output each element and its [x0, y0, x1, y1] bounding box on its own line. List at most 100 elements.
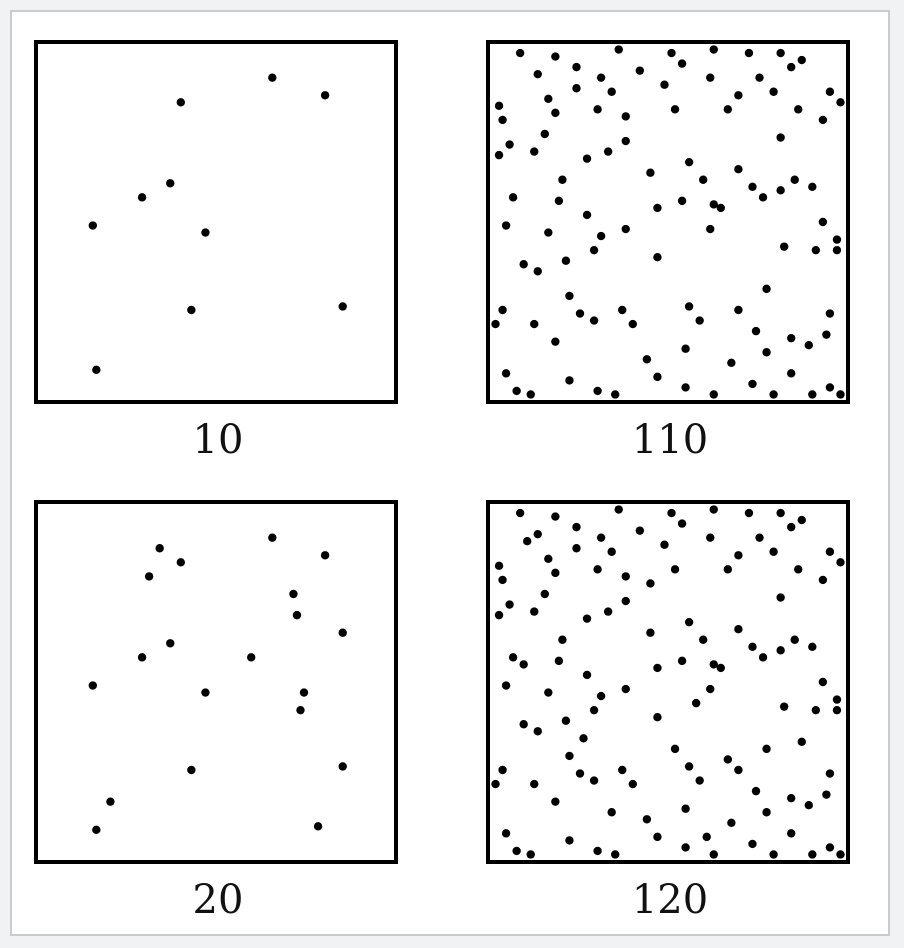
panel-label: 110 — [631, 417, 709, 463]
scatter-point — [501, 681, 511, 690]
scatter-point — [515, 48, 525, 58]
scatter-point — [614, 505, 623, 514]
scatter-point — [762, 284, 771, 294]
panel-label: 120 — [631, 877, 709, 923]
scatter-point — [684, 302, 694, 311]
scatter-point — [706, 224, 715, 234]
scatter-plot — [486, 40, 850, 404]
scatter-point — [825, 843, 835, 852]
scatter-point — [758, 193, 768, 202]
scatter-point — [818, 677, 828, 687]
figure-frame: 10 110 20 120 — [10, 10, 890, 936]
scatter-point — [582, 154, 592, 163]
scatter-point — [822, 330, 831, 339]
scatter-point — [699, 175, 708, 184]
scatter-point — [755, 73, 764, 82]
scatter-point — [558, 175, 567, 184]
scatter-point — [593, 846, 602, 856]
scatter-plot — [34, 500, 398, 864]
scatter-point — [530, 779, 539, 789]
scatter-point — [515, 508, 525, 518]
scatter-point — [818, 217, 828, 227]
plot-border — [34, 500, 398, 864]
scatter-point — [551, 52, 560, 61]
scatter-point — [561, 256, 571, 265]
scatter-point — [723, 755, 733, 764]
scatter-point — [505, 600, 514, 609]
scatter-point — [88, 681, 97, 690]
scatter-point — [589, 316, 599, 325]
scatter-point — [176, 98, 185, 107]
scatter-point — [247, 653, 256, 662]
scatter-point — [621, 136, 630, 146]
scatter-point — [653, 203, 662, 213]
scatter-point — [709, 200, 718, 209]
scatter-point — [491, 319, 500, 329]
scatter-point — [533, 267, 542, 276]
scatter-point — [551, 108, 560, 118]
scatter-point — [596, 691, 606, 701]
plot-border — [486, 40, 850, 404]
scatter-point — [677, 196, 687, 206]
scatter-point — [603, 607, 613, 616]
scatter-point — [296, 705, 305, 715]
scatter-point — [751, 786, 761, 796]
scatter-point — [734, 165, 743, 174]
scatter-point — [709, 660, 718, 669]
scatter-point — [660, 540, 669, 549]
plot-border — [486, 500, 850, 864]
scatter-point — [526, 850, 535, 859]
scatter-point — [561, 716, 571, 725]
scatter-point — [603, 147, 613, 156]
scatter-point — [787, 829, 796, 838]
scatter-point — [776, 186, 785, 195]
scatter-point — [491, 779, 500, 789]
scatter-point — [804, 341, 813, 350]
scatter-point — [787, 333, 796, 343]
scatter-point — [776, 133, 785, 142]
scatter-point — [593, 565, 602, 574]
scatter-point — [519, 720, 528, 729]
scatter-point — [716, 203, 725, 213]
scatter-point — [526, 390, 535, 399]
scatter-point — [572, 522, 581, 532]
scatter-point — [582, 670, 592, 680]
scatter-point — [519, 660, 528, 669]
scatter-point — [832, 695, 842, 704]
scatter-point — [706, 684, 715, 694]
scatter-point — [582, 614, 592, 623]
scatter-point — [621, 572, 630, 581]
scatter-point — [818, 575, 828, 585]
scatter-point — [338, 302, 347, 311]
scatter-point — [635, 526, 645, 535]
scatter-point — [832, 235, 842, 244]
scatter-point — [695, 316, 704, 325]
scatter-point — [607, 87, 616, 96]
plot-border — [34, 40, 398, 404]
scatter-point — [201, 228, 210, 237]
scatter-point — [512, 386, 521, 396]
scatter-point — [684, 157, 694, 167]
scatter-point — [787, 62, 796, 72]
scatter-point — [533, 529, 542, 539]
scatter-point — [618, 765, 627, 775]
scatter-point — [744, 48, 754, 58]
scatter-point — [533, 727, 542, 736]
scatter-point — [787, 369, 796, 378]
scatter-point — [579, 734, 588, 743]
scatter-point — [575, 309, 585, 318]
scatter-point — [684, 762, 694, 771]
scatter-plot — [486, 500, 850, 864]
panel-110: 110 — [486, 40, 854, 460]
scatter-point — [642, 355, 652, 364]
scatter-point — [832, 245, 842, 255]
scatter-point — [709, 390, 718, 399]
scatter-point — [836, 850, 845, 859]
scatter-point — [670, 744, 680, 754]
scatter-point — [607, 547, 616, 556]
scatter-point — [825, 87, 835, 96]
scatter-point — [787, 793, 796, 803]
scatter-point — [723, 105, 733, 114]
scatter-point — [762, 348, 771, 357]
scatter-point — [769, 850, 778, 859]
